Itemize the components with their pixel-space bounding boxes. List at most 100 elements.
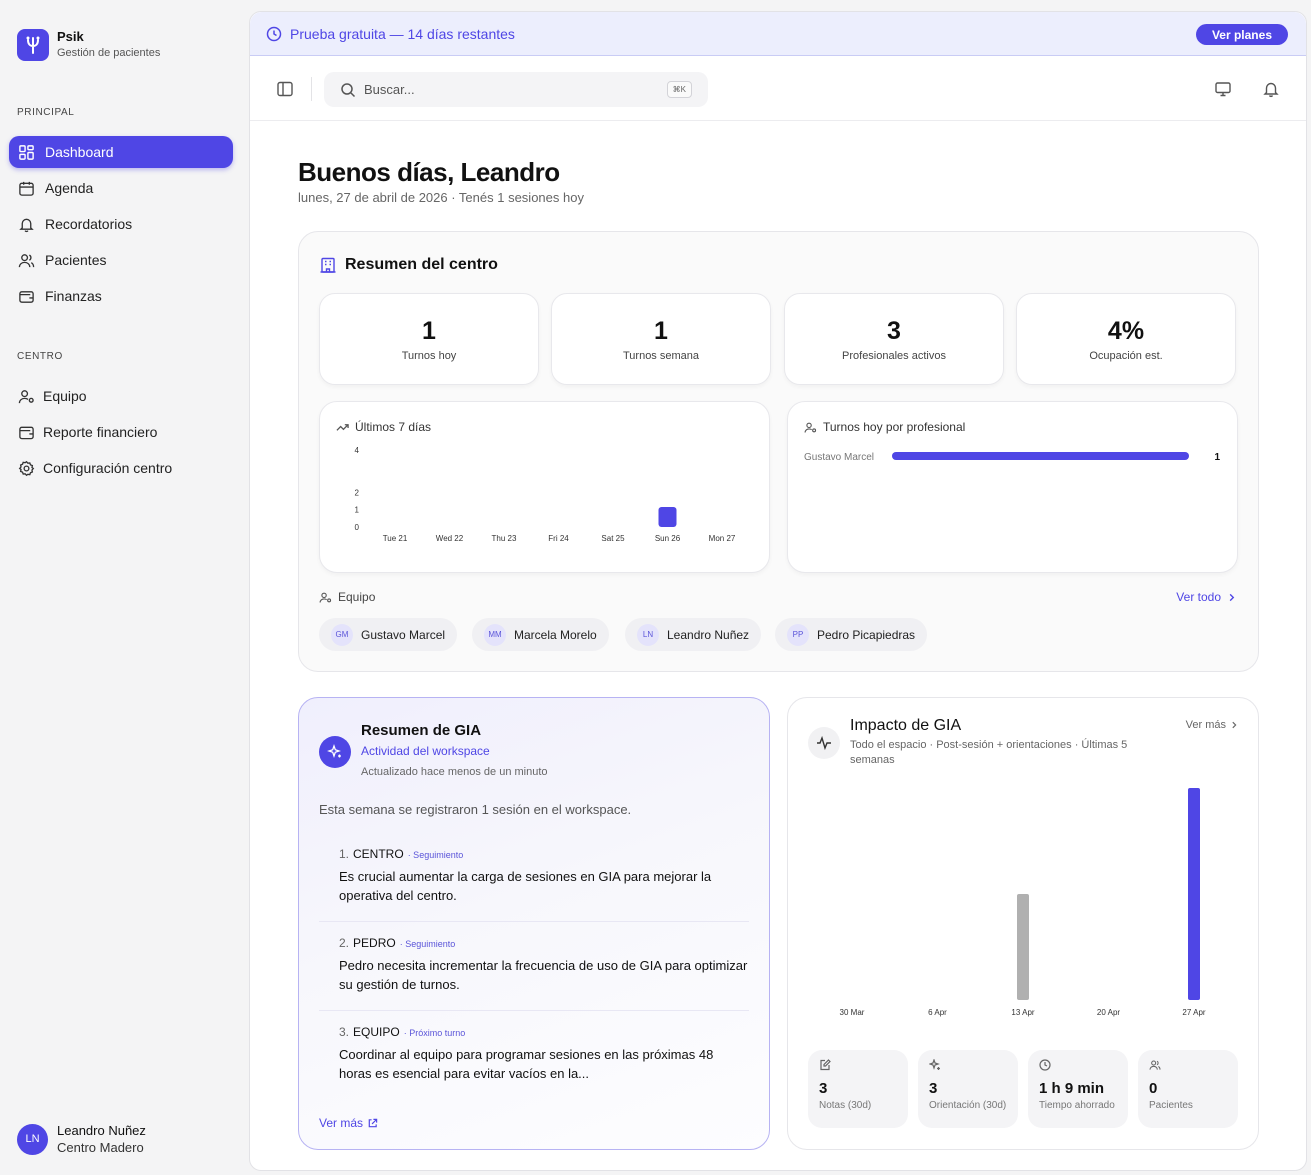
stat-label: Turnos hoy <box>401 350 457 362</box>
calendar-icon <box>19 181 34 196</box>
impact-title: Impacto de GIA <box>850 717 962 734</box>
report-icon <box>19 426 34 439</box>
x-tick-label: 13 Apr <box>1011 1008 1034 1017</box>
trial-text: Prueba gratuita — 14 días restantes <box>290 25 515 42</box>
impact-view-more-link[interactable]: Ver más <box>1186 719 1238 731</box>
stat-label: Turnos semana <box>622 350 700 362</box>
gia-item-text: Pedro necesita incrementar la frecuencia… <box>339 958 748 992</box>
avatar: PP <box>787 623 809 646</box>
gia-item-text: Es crucial aumentar la carga de sesiones… <box>339 869 712 903</box>
brand-logo-icon <box>17 29 49 61</box>
x-tick-label: Thu 23 <box>492 534 517 543</box>
gia-insight-item: 3. EQUIPO · Próximo turno Coordinar al e… <box>319 1025 749 1083</box>
stat-card: 1 Turnos hoy <box>319 293 539 385</box>
gia-item-head: EQUIPO <box>353 1025 400 1039</box>
summary-title-text: Resumen del centro <box>345 256 498 273</box>
gia-item-number: 3. <box>339 1025 350 1039</box>
gia-subtitle: Actividad del workspace <box>361 744 490 758</box>
activity-icon <box>808 727 840 759</box>
clock-icon <box>1039 1059 1051 1071</box>
sidebar-item-agenda[interactable]: Agenda <box>9 172 233 204</box>
search-input[interactable]: Buscar... ⌘K <box>324 72 708 107</box>
metric-label: Orientación (30d) <box>929 1100 1007 1111</box>
users-icon <box>18 253 35 267</box>
gia-item-head: PEDRO <box>353 936 396 950</box>
y-tick-label: 0 <box>355 523 360 532</box>
sidebar-item-configuracion-centro[interactable]: Configuración centro <box>9 452 233 484</box>
card-header: Últimos 7 días <box>336 420 431 434</box>
trial-banner: Prueba gratuita — 14 días restantes Ver … <box>250 12 1306 56</box>
user-profile[interactable]: LN Leandro Nuñez Centro Madero <box>17 1122 146 1156</box>
avatar: GM <box>331 623 353 646</box>
stat-card: 1 Turnos semana <box>551 293 771 385</box>
per-professional-chart: Gustavo Marcel 1 <box>804 452 1220 463</box>
metric-label: Notas (30d) <box>819 1100 872 1111</box>
sparkle-icon <box>928 1058 940 1070</box>
chevron-right-icon <box>1232 721 1237 729</box>
team-member-name: Marcela Morelo <box>514 627 597 642</box>
card-header: Turnos hoy por profesional <box>804 420 965 434</box>
sidebar-item-label: Pacientes <box>45 252 107 268</box>
x-tick-label: Sun 26 <box>655 534 681 543</box>
x-tick-label: Mon 27 <box>709 534 736 543</box>
avatar: LN <box>17 1123 48 1155</box>
bell-icon <box>19 218 34 232</box>
sidebar-item-pacientes[interactable]: Pacientes <box>9 244 233 276</box>
metric-value: 3 <box>819 1080 828 1097</box>
metric-value: 0 <box>1149 1080 1158 1097</box>
chart-bar <box>892 452 1189 460</box>
summary-title: Resumen del centro <box>319 256 498 274</box>
sidebar-item-label: Finanzas <box>45 288 102 304</box>
gia-item-tag: · Seguimiento <box>399 939 456 949</box>
team-header: Equipo <box>319 590 375 604</box>
team-member-chip[interactable]: GM Gustavo Marcel <box>319 618 458 651</box>
last-7-days-chart: 0 1 2 4 Tue 21 Wed 22 Thu 23 Fri 24 Sat 25 Sun 26… <box>355 446 736 543</box>
gia-summary-card: Resumen de GIA Actividad del workspace A… <box>298 697 770 1150</box>
stat-value: 3 <box>887 317 901 345</box>
divider <box>319 921 749 922</box>
gia-insight-item: 1. CENTRO · Seguimiento Es crucial aumen… <box>319 847 749 905</box>
view-plans-button[interactable]: Ver planes <box>1195 24 1288 45</box>
building-icon <box>320 257 336 273</box>
sidebar-toggle-icon[interactable] <box>276 80 294 98</box>
team-member-chip[interactable]: PP Pedro Picapiedras <box>775 618 928 651</box>
y-tick-label: 4 <box>355 446 360 455</box>
sidebar-item-recordatorios[interactable]: Recordatorios <box>9 208 233 240</box>
bar-category-label: Gustavo Marcel <box>804 452 874 463</box>
metric-card: 1 h 9 min Tiempo ahorrado <box>1028 1050 1128 1128</box>
brand-name: Psik <box>57 29 84 44</box>
sidebar-item-finanzas[interactable]: Finanzas <box>9 280 233 312</box>
x-tick-label: 30 Mar <box>840 1008 865 1017</box>
sidebar-item-reporte-financiero[interactable]: Reporte financiero <box>9 416 233 448</box>
x-tick-label: 6 Apr <box>928 1008 947 1017</box>
gia-intro: Esta semana se registraron 1 sesión en e… <box>319 802 632 817</box>
sidebar-item-label: Equipo <box>43 388 87 404</box>
last-7-days-card: Últimos 7 días 0 1 2 4 Tue 21 Wed 22 Thu 23 Fri… <box>319 401 770 573</box>
sidebar: Psik Gestión de pacientes PRINCIPAL Dash… <box>0 0 249 1175</box>
chart-bar <box>1188 788 1200 1000</box>
x-tick-label: Sat 25 <box>601 534 625 543</box>
avatar: LN <box>637 623 659 646</box>
team-icon <box>18 389 34 403</box>
metric-label: Pacientes <box>1149 1100 1193 1111</box>
monitor-icon[interactable] <box>1214 80 1232 98</box>
gia-insight-item: 2. PEDRO · Seguimiento Pedro necesita in… <box>319 936 749 994</box>
team-member-chip[interactable]: MM Marcela Morelo <box>472 618 609 651</box>
note-icon <box>820 1059 831 1071</box>
gia-view-more-link[interactable]: Ver más <box>319 1116 378 1130</box>
users-icon <box>1149 1060 1161 1070</box>
bell-icon[interactable] <box>1262 80 1280 98</box>
metric-value: 3 <box>929 1080 938 1097</box>
sidebar-item-dashboard[interactable]: Dashboard <box>9 136 233 168</box>
y-tick-label: 1 <box>355 506 360 515</box>
team-member-chip[interactable]: LN Leandro Nuñez <box>625 618 762 651</box>
brand[interactable]: Psik Gestión de pacientes <box>17 29 160 61</box>
sidebar-item-equipo[interactable]: Equipo <box>9 380 233 412</box>
chevron-right-icon <box>1229 593 1235 601</box>
team-view-all-link[interactable]: Ver todo <box>1176 590 1236 604</box>
bar-value-label: 1 <box>1214 452 1220 463</box>
gia-impact-card: Impacto de GIA Todo el espacio · Post-se… <box>787 697 1259 1150</box>
x-tick-label: Wed 22 <box>436 534 464 543</box>
impact-chart: 30 Mar 6 Apr 13 Apr 20 Apr 27 Apr <box>840 788 1206 1017</box>
chart-bar <box>658 506 677 527</box>
